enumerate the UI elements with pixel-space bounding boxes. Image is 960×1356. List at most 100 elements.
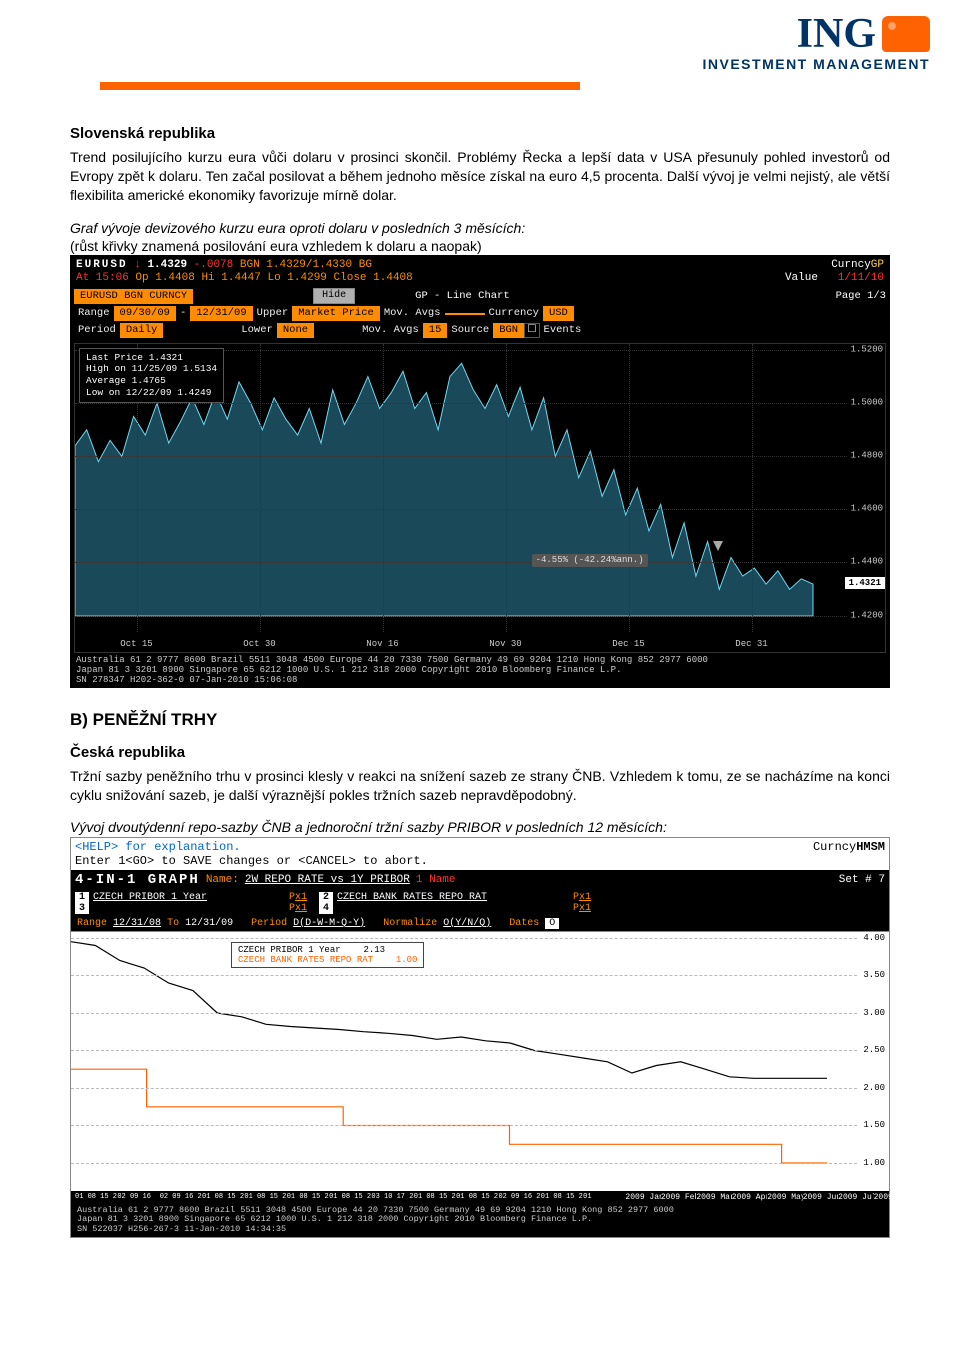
- ohlc-at: At 15:06: [76, 272, 129, 284]
- lower-value[interactable]: None: [277, 323, 314, 338]
- source-value[interactable]: BGN: [493, 323, 524, 338]
- ticker-venue: BGN: [240, 259, 260, 271]
- enter-line: Enter 1<GO> to SAVE changes or <CANCEL> …: [75, 854, 428, 868]
- p-to[interactable]: 12/31/09: [185, 918, 233, 929]
- help-right: CurncyHMSM: [813, 840, 885, 854]
- pribor-repo-terminal-chart: <HELP> for explanation. CurncyHMSM Enter…: [70, 837, 890, 1238]
- ma2-value[interactable]: 15: [423, 323, 448, 338]
- section1-title: Slovenská republika: [70, 125, 890, 142]
- legend-t2: CZECH BANK RATES REPO RAT: [333, 892, 573, 903]
- brand-tagline: INVESTMENT MANAGEMENT: [30, 56, 930, 72]
- chart1-footer-l3: SN 278347 H202-362-0 07-Jan-2010 15:06:0…: [76, 675, 884, 685]
- chart2-params-row: Range 12/31/08 To 12/31/09 Period D(D-W-…: [71, 916, 889, 931]
- upper-value[interactable]: Market Price: [292, 306, 380, 321]
- chart2-footer: Australia 61 2 9777 8600 Brazil 5511 304…: [71, 1204, 889, 1237]
- range-from[interactable]: 09/30/09: [114, 306, 176, 321]
- ohlc-value-lbl: Value: [785, 272, 818, 284]
- ticker-change: -.0078: [194, 259, 234, 271]
- ticker-bidask: 1.4329/1.4330: [266, 259, 352, 271]
- currency-label: Currency: [485, 306, 543, 321]
- ohlc-hi: Hi 1.4447: [201, 272, 260, 284]
- ohlc-date: 1/11/10: [838, 272, 884, 284]
- ticker-last: 1.4329: [147, 259, 187, 271]
- stats-l2: High on 11/25/09 1.5134: [86, 363, 217, 375]
- legend-px2: Px1: [573, 892, 603, 903]
- legend-n1: 1: [75, 892, 89, 903]
- row3-page: Page 1/3: [836, 290, 886, 303]
- legend-n4: 4: [319, 903, 333, 914]
- chart1-row5: Period Daily Lower None Mov. Avgs 15 Sou…: [70, 322, 890, 339]
- chart1-caption-l2: (růst křivky znamená posilování eura vzh…: [70, 238, 482, 254]
- chart1-plot-area: Last Price 1.4321 High on 11/25/09 1.513…: [74, 343, 886, 653]
- upper-label: Upper: [253, 306, 293, 321]
- chart2-title-row: 4-IN-1 GRAPH Name: 2W REPO RATE vs 1Y PR…: [71, 870, 889, 890]
- p-from[interactable]: 12/31/08: [113, 918, 161, 929]
- ohlc-close: Close 1.4408: [334, 272, 413, 284]
- eurusd-terminal-chart: EURUSD ↓ 1.4329 -.0078 BGN 1.4329/1.4330…: [70, 255, 890, 688]
- chart1-ticker-line: EURUSD ↓ 1.4329 -.0078 BGN 1.4329/1.4330…: [76, 259, 884, 272]
- p-dates: Dates: [509, 918, 539, 929]
- row3-symbol: EURUSD BGN CURNCY: [74, 289, 193, 304]
- p-norm: Normalize: [383, 918, 437, 929]
- legend-px1: Px1: [289, 892, 319, 903]
- brand-logo: ING INVESTMENT MANAGEMENT: [30, 10, 930, 72]
- legend-n2: 2: [319, 892, 333, 903]
- chart2-footer-l3: SN 522037 H256-267-3 11-Jan-2010 14:34:3…: [77, 1225, 883, 1235]
- chart1-caption: Graf vývoje devizového kurzu eura oproti…: [70, 219, 890, 255]
- p-range: Range: [77, 918, 107, 929]
- currency-value[interactable]: USD: [543, 306, 574, 321]
- hide-button[interactable]: Hide: [313, 288, 355, 304]
- page: ING INVESTMENT MANAGEMENT Slovenská repu…: [0, 0, 960, 1268]
- content: Slovenská republika Trend posilujícího k…: [0, 90, 960, 1248]
- chart2-title: 4-IN-1 GRAPH: [75, 872, 200, 888]
- ticker-pagecode: CurncyGP: [831, 259, 884, 272]
- ma2-label: Mov. Avgs: [358, 323, 423, 338]
- period-label: Period: [74, 323, 120, 338]
- legend-px4: Px1: [573, 903, 603, 914]
- stats-l4: Low on 12/22/09 1.4249: [86, 387, 217, 399]
- down-arrow-icon: ↓: [134, 259, 141, 271]
- p-norm-v[interactable]: O(Y/N/Q): [443, 918, 491, 929]
- section-b-heading: B) PENĚŽNÍ TRHY: [70, 710, 890, 730]
- brand-logo-main: ING: [797, 10, 930, 58]
- chart1-footer: Australia 61 2 9777 8600 Brazil 5511 304…: [70, 653, 890, 688]
- header-accent-bar: [100, 82, 580, 90]
- range-label: Range: [74, 306, 114, 321]
- chart1-row3: EURUSD BGN CURNCY Hide GP - Line Chart P…: [70, 287, 890, 305]
- chart1-ohlc-line: At 15:06 Op 1.4408 Hi 1.4447 Lo 1.4299 C…: [76, 272, 884, 285]
- p-period-v[interactable]: D(D-W-M-Q-Y): [293, 918, 365, 929]
- legend-t1: CZECH PRIBOR 1 Year: [89, 892, 289, 903]
- stats-l1: Last Price 1.4321: [86, 352, 217, 364]
- section1-body: Trend posilujícího kurzu eura vůči dolar…: [70, 148, 890, 205]
- chart1-footer-l1: Australia 61 2 9777 8600 Brazil 5511 304…: [76, 655, 884, 665]
- ohlc-op: Op 1.4408: [135, 272, 194, 284]
- chart2-svg: [71, 932, 861, 1177]
- period-value[interactable]: Daily: [120, 323, 164, 338]
- range-to[interactable]: 12/31/09: [190, 306, 252, 321]
- legend-n3: 3: [75, 903, 89, 914]
- chart1-caption-l1: Graf vývoje devizového kurzu eura oproti…: [70, 220, 525, 236]
- p-period: Period: [251, 918, 287, 929]
- p-to-lbl: To: [167, 918, 179, 929]
- chart1-row4: Range 09/30/09 - 12/31/09 Upper Market P…: [70, 305, 890, 322]
- p-dates-v[interactable]: O: [545, 918, 559, 929]
- chart2-help-line: <HELP> for explanation. CurncyHMSM Enter…: [71, 838, 889, 870]
- n1-label: 1 Name: [416, 874, 456, 886]
- legend-px3: Px1: [289, 903, 319, 914]
- lion-icon: [882, 16, 930, 52]
- lower-label: Lower: [237, 323, 277, 338]
- row3-title: GP - Line Chart: [415, 290, 510, 303]
- ma-value[interactable]: [445, 313, 485, 315]
- set-label: Set # 7: [839, 874, 885, 886]
- section2-body: Tržní sazby peněžního trhu v prosinci kl…: [70, 767, 890, 805]
- chart2-caption: Vývoj dvoutýdenní repo-sazby ČNB a jedno…: [70, 818, 890, 836]
- ticker-bg: BG: [359, 259, 372, 271]
- ohlc-lo: Lo 1.4299: [267, 272, 326, 284]
- ma-label: Mov. Avgs: [380, 306, 445, 321]
- chart1-footer-l2: Japan 81 3 3201 8900 Singapore 65 6212 1…: [76, 665, 884, 675]
- events-label: Events: [540, 323, 586, 338]
- source-label: Source: [447, 323, 493, 338]
- chart2-plot-area: CZECH PRIBOR 1 Year 2.13 CZECH BANK RATE…: [71, 931, 889, 1191]
- name-label: Name:: [206, 874, 239, 886]
- chart2-xaxis: 01 08 15 2202 09 1602 09 16 2301 08 15 2…: [71, 1191, 889, 1204]
